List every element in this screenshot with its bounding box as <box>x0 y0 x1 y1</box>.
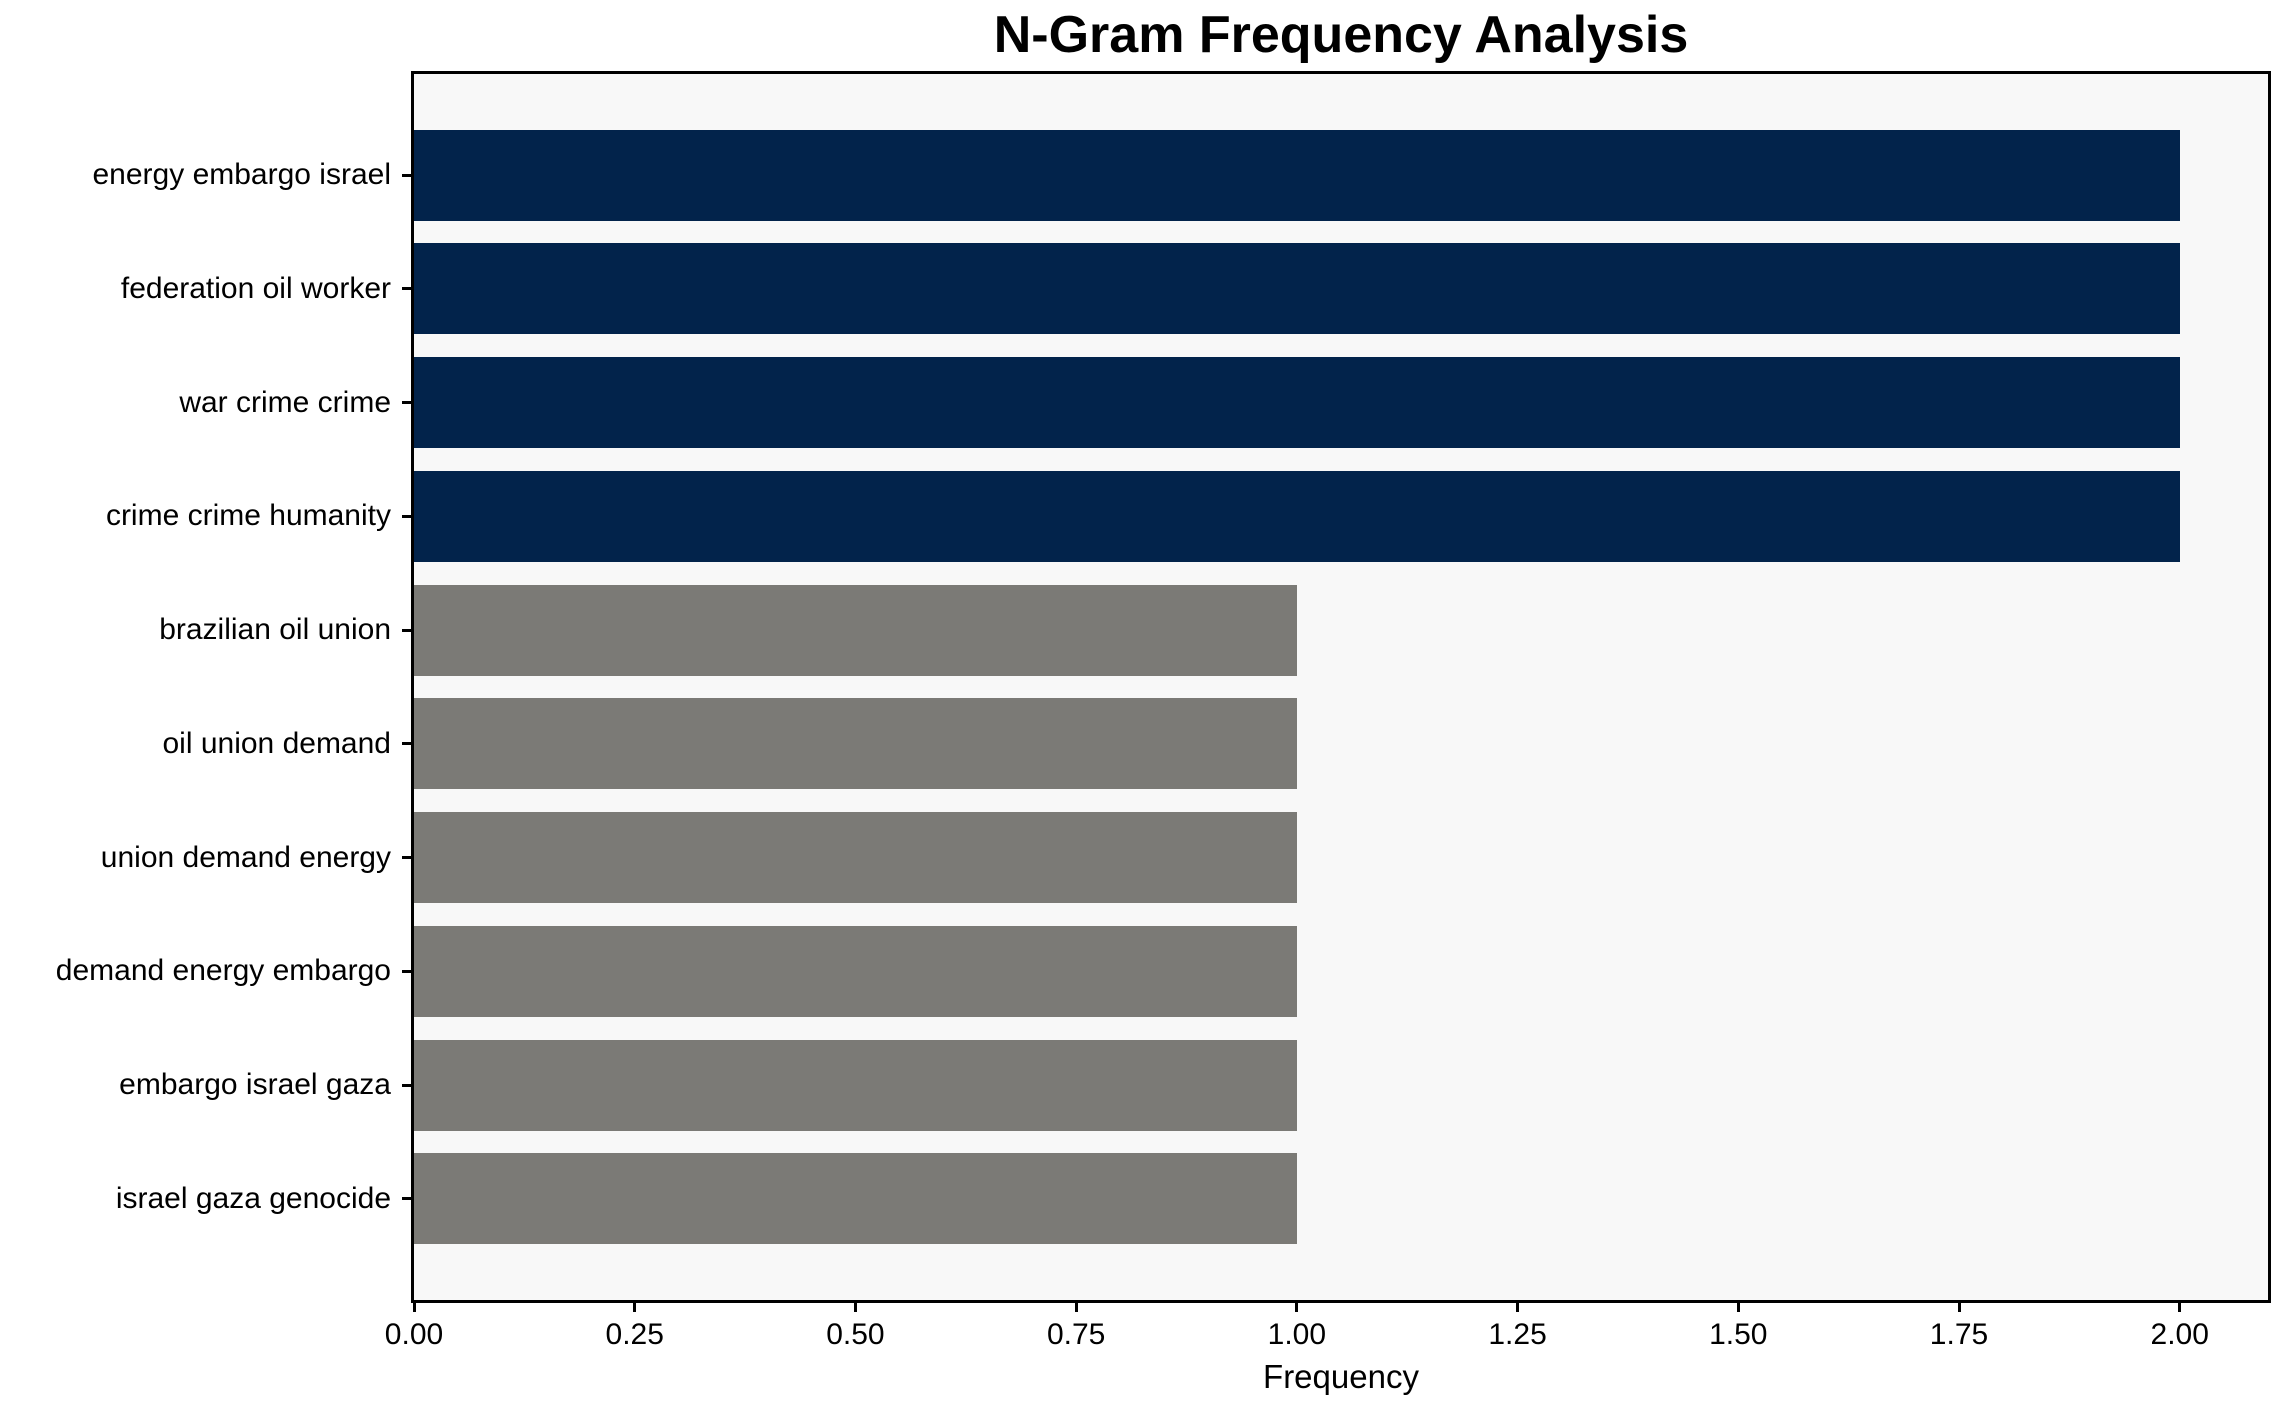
y-tick-mark <box>402 401 411 405</box>
y-tick-mark <box>402 969 411 973</box>
y-tick-label-israel-gaza-genocide: israel gaza genocide <box>115 1181 391 1215</box>
x-tick-mark <box>2178 1303 2182 1312</box>
y-tick-mark <box>402 628 411 632</box>
x-tick-mark <box>1516 1303 1520 1312</box>
x-tick-label-1.50: 1.50 <box>1709 1318 1768 1351</box>
y-tick-label-oil-union-demand: oil union demand <box>162 726 391 760</box>
bar-crime-crime-humanity <box>414 470 2180 562</box>
bar-oil-union-demand <box>414 698 1297 790</box>
y-tick-mark <box>402 173 411 177</box>
y-tick-label-war-crime-crime: war crime crime <box>179 385 391 419</box>
x-tick-label-2.00: 2.00 <box>2150 1318 2209 1351</box>
x-tick-label-0.50: 0.50 <box>826 1318 885 1351</box>
y-tick-mark <box>402 1197 411 1201</box>
x-tick-mark <box>633 1303 637 1312</box>
x-tick-mark <box>1074 1303 1078 1312</box>
y-tick-label-demand-energy-embargo: demand energy embargo <box>55 954 391 988</box>
plot-area <box>411 71 2271 1303</box>
x-tick-label-0.75: 0.75 <box>1046 1318 1106 1351</box>
y-tick-label-brazilian-oil-union: brazilian oil union <box>159 613 391 647</box>
y-tick-mark <box>402 287 411 291</box>
x-tick-label-0.00: 0.00 <box>384 1318 444 1351</box>
x-tick-label-1.75: 1.75 <box>1929 1318 1989 1351</box>
x-axis-label: Frequency <box>1263 1358 1419 1395</box>
bar-demand-energy-embargo <box>414 925 1297 1017</box>
y-tick-label-union-demand-energy: union demand energy <box>100 840 391 874</box>
plot-content <box>414 74 2268 1300</box>
y-tick-label-crime-crime-humanity: crime crime humanity <box>105 499 391 533</box>
x-tick-mark <box>1295 1303 1299 1312</box>
x-tick-mark <box>853 1303 857 1312</box>
y-tick-label-federation-oil-worker: federation oil worker <box>120 271 391 305</box>
x-tick-label-1.00: 1.00 <box>1267 1318 1327 1351</box>
y-tick-mark <box>402 742 411 746</box>
bar-war-crime-crime <box>414 357 2180 449</box>
bar-embargo-israel-gaza <box>414 1039 1297 1131</box>
x-tick-mark <box>1957 1303 1961 1312</box>
x-tick-mark <box>1736 1303 1740 1312</box>
chart-title: N-Gram Frequency Analysis <box>993 6 1689 64</box>
bar-israel-gaza-genocide <box>414 1153 1297 1245</box>
y-tick-mark <box>402 856 411 860</box>
x-tick-label-1.25: 1.25 <box>1488 1318 1547 1351</box>
x-tick-mark <box>412 1303 416 1312</box>
bar-union-demand-energy <box>414 812 1297 904</box>
y-tick-label-energy-embargo-israel: energy embargo israel <box>92 158 392 192</box>
y-tick-label-embargo-israel-gaza: embargo israel gaza <box>119 1068 391 1102</box>
bar-federation-oil-worker <box>414 243 2180 335</box>
y-tick-mark <box>402 1083 411 1087</box>
x-tick-label-0.25: 0.25 <box>605 1318 664 1351</box>
y-tick-mark <box>402 514 411 518</box>
bar-brazilian-oil-union <box>414 584 1297 676</box>
bar-energy-embargo-israel <box>414 129 2180 221</box>
